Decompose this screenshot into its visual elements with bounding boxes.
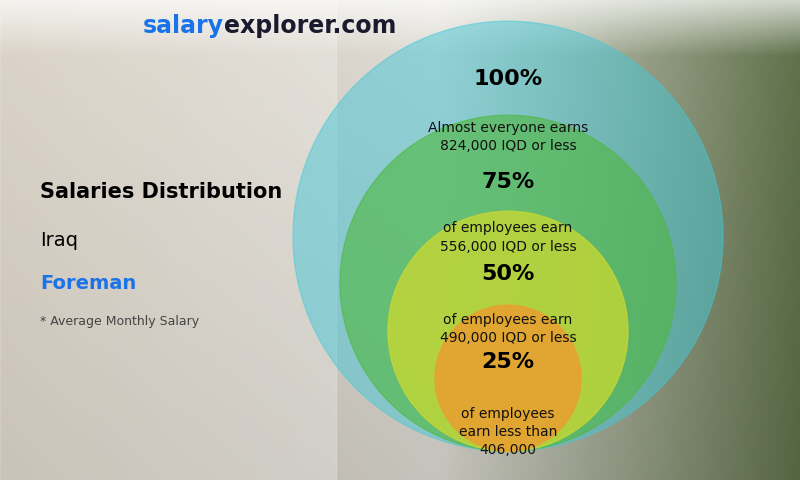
Ellipse shape bbox=[388, 211, 628, 451]
Text: Foreman: Foreman bbox=[40, 274, 136, 293]
Text: explorer.com: explorer.com bbox=[224, 14, 396, 38]
Text: salary: salary bbox=[143, 14, 224, 38]
Text: Almost everyone earns
824,000 IQD or less: Almost everyone earns 824,000 IQD or les… bbox=[428, 120, 588, 153]
Text: of employees earn
556,000 IQD or less: of employees earn 556,000 IQD or less bbox=[440, 221, 576, 254]
Text: 50%: 50% bbox=[482, 264, 534, 284]
Text: 25%: 25% bbox=[482, 352, 534, 372]
Ellipse shape bbox=[293, 21, 723, 451]
Text: of employees
earn less than
406,000: of employees earn less than 406,000 bbox=[459, 407, 557, 457]
Text: Iraq: Iraq bbox=[40, 230, 78, 250]
Text: 75%: 75% bbox=[482, 172, 534, 192]
Bar bbox=[0, 0, 336, 480]
Text: * Average Monthly Salary: * Average Monthly Salary bbox=[40, 315, 199, 328]
Ellipse shape bbox=[340, 115, 676, 451]
Text: Salaries Distribution: Salaries Distribution bbox=[40, 182, 282, 202]
Text: 100%: 100% bbox=[474, 69, 542, 89]
Text: of employees earn
490,000 IQD or less: of employees earn 490,000 IQD or less bbox=[440, 312, 576, 345]
Ellipse shape bbox=[435, 305, 581, 451]
